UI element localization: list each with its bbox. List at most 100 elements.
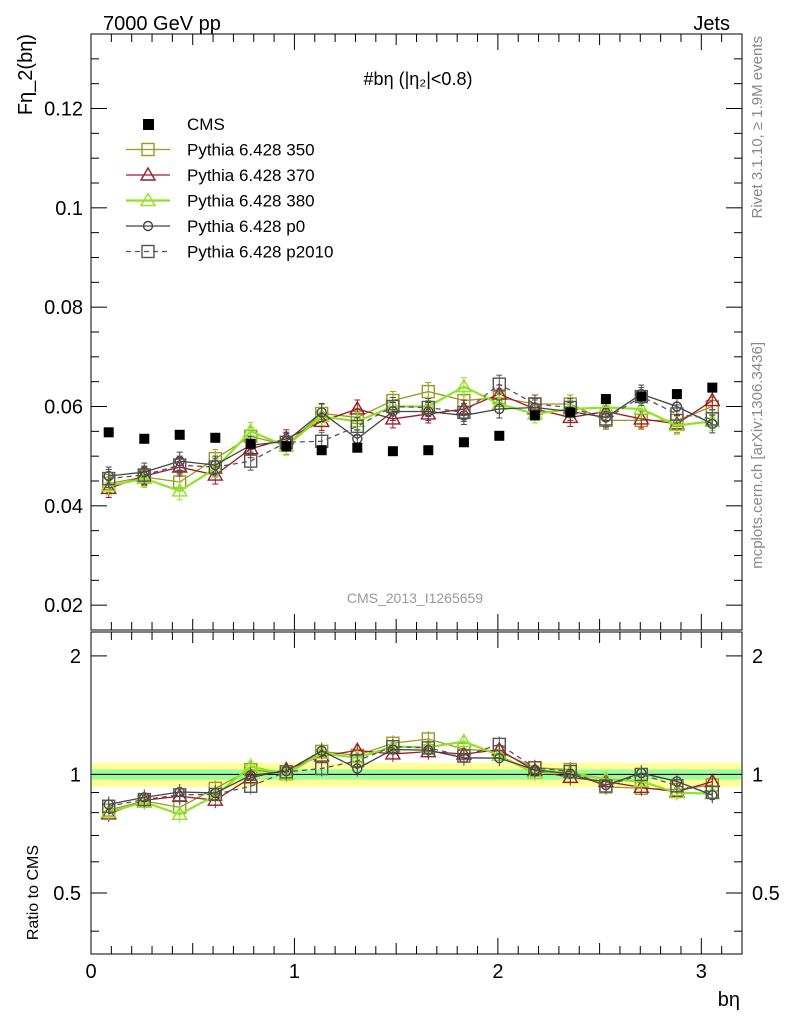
ratio-point-pythia-6-428-p2010 xyxy=(101,799,116,813)
side-text-top: Rivet 3.1.10, ≥ 1.9M events xyxy=(749,36,766,219)
point-pythia-6-428-370 xyxy=(633,410,650,425)
point-cms xyxy=(210,432,221,443)
point-cms xyxy=(565,407,576,418)
ratio-panel: 0.5 0.5 1 1 2 2 xyxy=(53,631,780,955)
y-tick-label: 0.08 xyxy=(44,297,83,319)
point-pythia-6-428-p2010 xyxy=(386,399,400,414)
ratio-point-pythia-6-428-p2010 xyxy=(208,787,223,802)
point-cms xyxy=(281,441,292,452)
point-pythia-6-428-380 xyxy=(171,482,188,497)
point-pythia-6-428-p2010 xyxy=(599,412,613,426)
ratio-point-pythia-6-428-p0 xyxy=(494,752,505,764)
point-pythia-6-428-p2010 xyxy=(172,458,187,472)
point-pythia-6-428-p0 xyxy=(494,403,505,415)
main-panel: 0.02 0.04 0.06 0.08 0.1 0.12 CMS_2013_I126565… xyxy=(44,33,743,631)
series-line-pythia-6-428-350 xyxy=(108,390,713,485)
header-left: 7000 GeV pp xyxy=(103,13,221,35)
legend-label-pythia-6-428-p0: Pythia 6.428 p0 xyxy=(187,217,305,236)
x-tick-label: 2 xyxy=(492,961,503,983)
point-pythia-6-428-p2010 xyxy=(137,468,152,482)
x-tick-label: 1 xyxy=(289,961,300,983)
ratio-point-pythia-6-428-380 xyxy=(171,805,188,821)
point-cms xyxy=(316,445,327,456)
y-tick-label: 0.02 xyxy=(44,595,83,617)
x-tick-label: 0 xyxy=(85,961,96,983)
point-pythia-6-428-p2010 xyxy=(421,400,435,415)
point-cms xyxy=(600,394,611,405)
point-pythia-6-428-p2010 xyxy=(492,377,506,391)
point-pythia-6-428-370 xyxy=(384,410,402,425)
legend-marker-pythia-6-428-370 xyxy=(139,166,157,181)
x-axis-label: bη xyxy=(718,989,740,1011)
ratio-y-tick-label-left: 2 xyxy=(70,646,81,668)
point-cms xyxy=(636,391,647,402)
series-line-pythia-6-428-380 xyxy=(108,385,713,493)
legend-label-pythia-6-428-350: Pythia 6.428 350 xyxy=(187,141,315,160)
ratio-y-tick-label-left: 0.5 xyxy=(53,883,81,905)
side-text-bottom: mcplots.cern.ch [arXiv:1306.3436] xyxy=(749,342,766,569)
ratio-y-tick-label-right: 1 xyxy=(752,764,763,786)
point-pythia-6-428-p2010 xyxy=(705,412,719,426)
series-line-pythia-6-428-p2010 xyxy=(108,383,713,480)
ratio-point-pythia-6-428-380 xyxy=(100,803,117,818)
watermark: CMS_2013_I1265659 xyxy=(347,590,483,606)
ratio-point-pythia-6-428-p2010 xyxy=(563,764,577,779)
main-axis-ticks: 0.02 0.04 0.06 0.08 0.1 0.12 xyxy=(44,34,743,630)
point-cms xyxy=(707,382,718,393)
point-pythia-6-428-380 xyxy=(668,416,686,432)
point-pythia-6-428-380 xyxy=(633,400,650,415)
main-series-layer xyxy=(100,374,721,501)
ratio-point-pythia-6-428-p2010 xyxy=(386,739,400,754)
y-tick-label: 0.1 xyxy=(55,198,83,220)
ratio-y-tick-label-left: 1 xyxy=(70,764,81,786)
y-tick-label: 0.04 xyxy=(44,496,83,518)
point-pythia-6-428-p2010 xyxy=(634,389,648,404)
ratio-point-pythia-6-428-p0 xyxy=(316,745,327,756)
ratio-point-pythia-6-428-p2010 xyxy=(528,761,542,775)
point-pythia-6-428-p2010 xyxy=(208,460,223,474)
ratio-point-pythia-6-428-p2010 xyxy=(457,749,471,763)
main-title: #bη (|η₂|<0.8) xyxy=(364,69,473,89)
y-tick-label: 0.12 xyxy=(44,99,83,121)
legend-label-pythia-6-428-p2010: Pythia 6.428 p2010 xyxy=(187,243,334,262)
legend-marker-pythia-6-428-p0 xyxy=(142,220,154,232)
x-tick-labels: 0 1 2 3 xyxy=(85,961,706,983)
ratio-point-pythia-6-428-p2010 xyxy=(492,737,506,752)
ratio-point-pythia-6-428-p2010 xyxy=(137,792,152,807)
point-cms xyxy=(529,410,540,421)
point-pythia-6-428-380 xyxy=(455,378,473,393)
ratio-point-pythia-6-428-p2010 xyxy=(243,779,258,793)
point-cms xyxy=(352,442,363,453)
header-right: Jets xyxy=(693,13,730,35)
legend-label-pythia-6-428-370: Pythia 6.428 370 xyxy=(187,166,315,185)
ratio-point-pythia-6-428-p2010 xyxy=(421,741,435,755)
legend-marker-cms xyxy=(143,119,154,130)
legend-label-cms: CMS xyxy=(187,115,225,134)
point-cms xyxy=(494,430,505,441)
x-tick-label: 3 xyxy=(696,961,707,983)
legend-marker-pythia-6-428-380 xyxy=(139,192,157,207)
ratio-point-pythia-6-428-p2010 xyxy=(634,767,648,782)
ratio-point-pythia-6-428-p2010 xyxy=(599,779,613,793)
point-cms xyxy=(671,389,682,400)
point-cms xyxy=(103,427,114,438)
ratio-y-tick-label-right: 0.5 xyxy=(752,883,780,905)
point-pythia-6-428-p2010 xyxy=(670,407,684,421)
legend-marker-pythia-6-428-350 xyxy=(141,142,155,157)
ratio-point-pythia-6-428-p2010 xyxy=(314,761,329,776)
main-frame xyxy=(90,33,743,631)
ratio-frame xyxy=(90,631,743,955)
ratio-y-axis-label: Ratio to CMS xyxy=(25,845,42,940)
point-cms xyxy=(245,438,256,449)
point-pythia-6-428-370 xyxy=(704,392,721,407)
ratio-series-layer xyxy=(100,730,721,823)
ratio-point-pythia-6-428-380 xyxy=(455,733,473,748)
ratio-y-tick-label-right: 2 xyxy=(752,646,763,668)
point-pythia-6-428-p2010 xyxy=(350,419,364,434)
y-tick-label: 0.06 xyxy=(44,397,83,419)
point-cms xyxy=(174,429,185,440)
point-cms xyxy=(458,437,469,448)
point-cms xyxy=(387,446,398,457)
legend-marker-pythia-6-428-p2010 xyxy=(141,244,155,259)
